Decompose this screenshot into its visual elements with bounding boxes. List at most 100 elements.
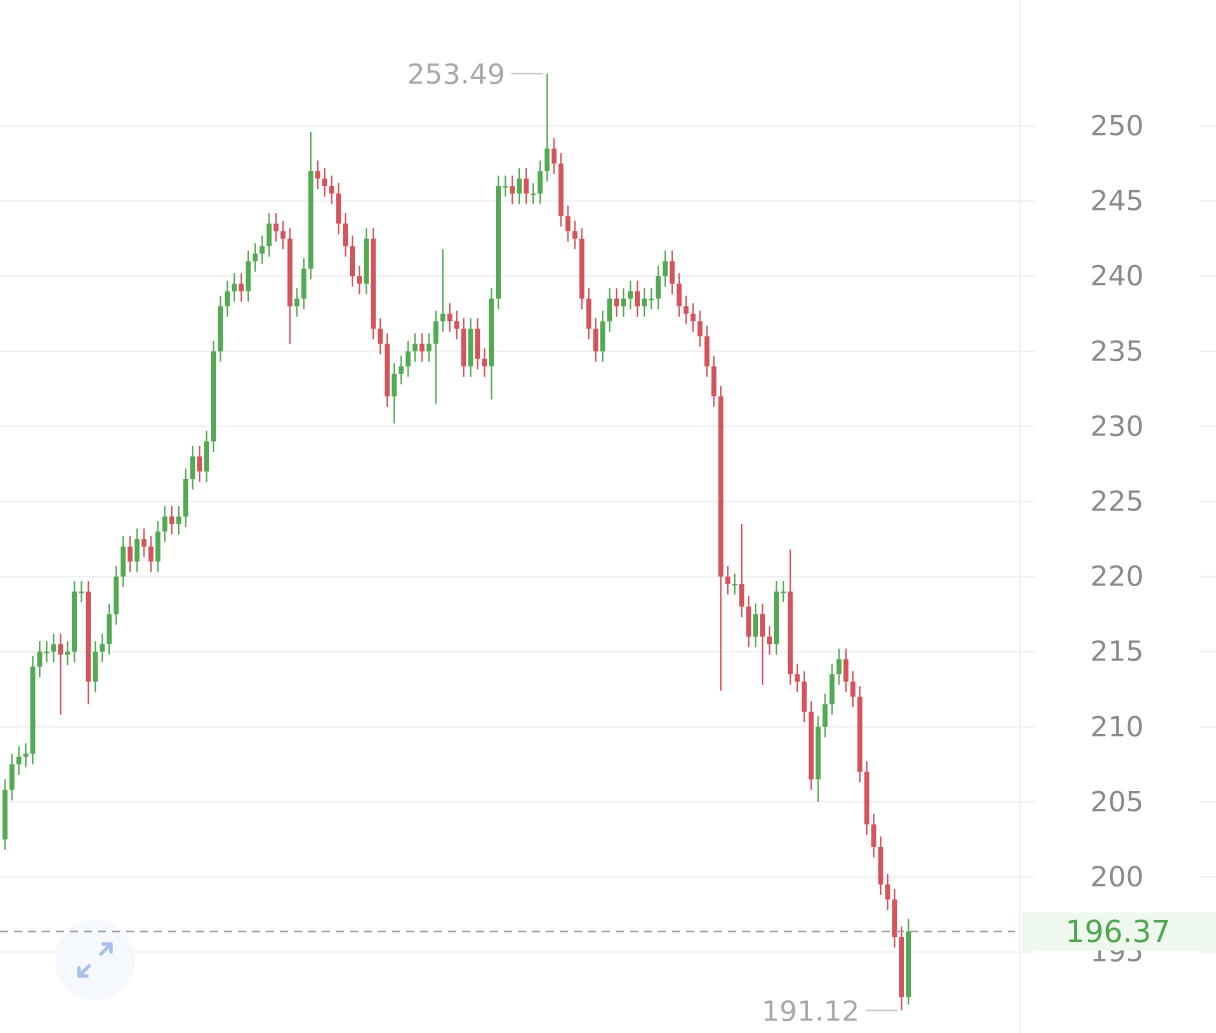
candle-body bbox=[78, 591, 84, 594]
candle-body bbox=[767, 636, 772, 645]
y-tick-label: 230 bbox=[1090, 409, 1143, 442]
y-tick-label: 210 bbox=[1090, 710, 1143, 743]
candle-body bbox=[794, 674, 800, 682]
candle-body bbox=[377, 328, 383, 344]
candle-body bbox=[871, 824, 877, 847]
candle-body bbox=[280, 231, 286, 239]
candle-body bbox=[475, 328, 481, 359]
candle-body bbox=[190, 456, 196, 479]
candle-body bbox=[356, 276, 362, 284]
candle-body bbox=[600, 321, 606, 352]
candle-body bbox=[551, 148, 557, 164]
candle-body bbox=[65, 651, 71, 655]
candle-body bbox=[746, 606, 752, 637]
candle-body bbox=[676, 283, 682, 307]
y-tick-label: 235 bbox=[1090, 334, 1143, 367]
y-tick-label: 220 bbox=[1090, 560, 1143, 593]
candle-body bbox=[273, 223, 279, 232]
candle-body bbox=[780, 591, 786, 594]
low-label: 191.12 bbox=[762, 994, 860, 1027]
candle-body bbox=[343, 223, 349, 247]
candle-body bbox=[301, 268, 307, 299]
candle-body bbox=[621, 298, 627, 307]
candle-body bbox=[120, 546, 126, 577]
expand-bg[interactable] bbox=[55, 920, 135, 1000]
candle-body bbox=[245, 261, 251, 292]
candle-body bbox=[808, 711, 814, 780]
candle-body bbox=[822, 704, 828, 727]
candle-body bbox=[259, 246, 265, 254]
overlay: 253.49 191.12 196.37 bbox=[0, 58, 1216, 1027]
high-label: 253.49 bbox=[407, 58, 505, 91]
candle-body bbox=[634, 291, 640, 307]
candle-body bbox=[732, 584, 738, 586]
candle-body bbox=[711, 366, 717, 397]
candle-body bbox=[162, 516, 168, 532]
candle-body bbox=[683, 306, 689, 314]
candle-body bbox=[829, 674, 835, 705]
candle-body bbox=[468, 328, 474, 367]
candle-body bbox=[857, 696, 863, 772]
candle-body bbox=[899, 937, 905, 998]
candle-body bbox=[892, 899, 898, 938]
candle-body bbox=[58, 644, 64, 655]
candle-body bbox=[628, 291, 633, 299]
candle-body bbox=[141, 539, 147, 547]
candle-body bbox=[718, 396, 724, 577]
candle-body bbox=[655, 276, 661, 299]
candle-body bbox=[482, 358, 488, 367]
candle-body bbox=[662, 261, 668, 277]
candle-body bbox=[572, 231, 578, 239]
candle-body bbox=[843, 659, 849, 682]
candle-body bbox=[127, 546, 133, 562]
candle-body bbox=[787, 591, 793, 675]
candle-body bbox=[92, 651, 98, 682]
y-tick-label: 215 bbox=[1090, 635, 1143, 668]
candle-body bbox=[579, 238, 585, 299]
candle-body bbox=[238, 283, 244, 292]
candle-body bbox=[739, 584, 745, 607]
candle-body bbox=[266, 223, 272, 247]
last-price-box bbox=[1022, 912, 1216, 951]
expand-icon[interactable] bbox=[77, 942, 113, 978]
candle-body bbox=[204, 441, 210, 472]
candle-body bbox=[440, 313, 446, 322]
candle-body bbox=[211, 351, 216, 442]
candle-body bbox=[398, 366, 404, 374]
candle-body bbox=[815, 726, 821, 780]
candle-body bbox=[315, 171, 321, 179]
candle-body bbox=[773, 591, 779, 645]
candle-body bbox=[16, 756, 22, 765]
candle-body bbox=[502, 186, 508, 188]
candle-body bbox=[155, 531, 161, 562]
candle-body bbox=[183, 478, 189, 517]
candle-body bbox=[537, 171, 543, 194]
candle-body bbox=[224, 291, 230, 307]
candle-body bbox=[461, 328, 467, 367]
candle-body bbox=[350, 246, 355, 277]
candle-body bbox=[614, 298, 620, 307]
candles bbox=[2, 73, 911, 1011]
candle-body bbox=[329, 186, 335, 194]
candle-body bbox=[148, 546, 154, 562]
candle-body bbox=[169, 516, 175, 525]
candle-body bbox=[558, 163, 564, 217]
y-tick-label: 245 bbox=[1090, 184, 1143, 217]
candle-body bbox=[99, 644, 105, 652]
candle-body bbox=[509, 186, 515, 194]
y-tick-label: 250 bbox=[1090, 109, 1143, 142]
expand-button[interactable] bbox=[55, 920, 135, 1000]
candle-body bbox=[454, 321, 460, 329]
candle-body bbox=[30, 666, 36, 754]
y-tick-label: 200 bbox=[1090, 860, 1143, 893]
candle-body bbox=[864, 771, 870, 825]
candle-body bbox=[516, 178, 522, 194]
candle-body bbox=[690, 313, 696, 322]
candle-body bbox=[106, 614, 112, 645]
candle-body bbox=[72, 591, 77, 652]
candle-body bbox=[419, 343, 425, 352]
candle-body bbox=[412, 343, 418, 352]
candle-body bbox=[906, 931, 911, 998]
